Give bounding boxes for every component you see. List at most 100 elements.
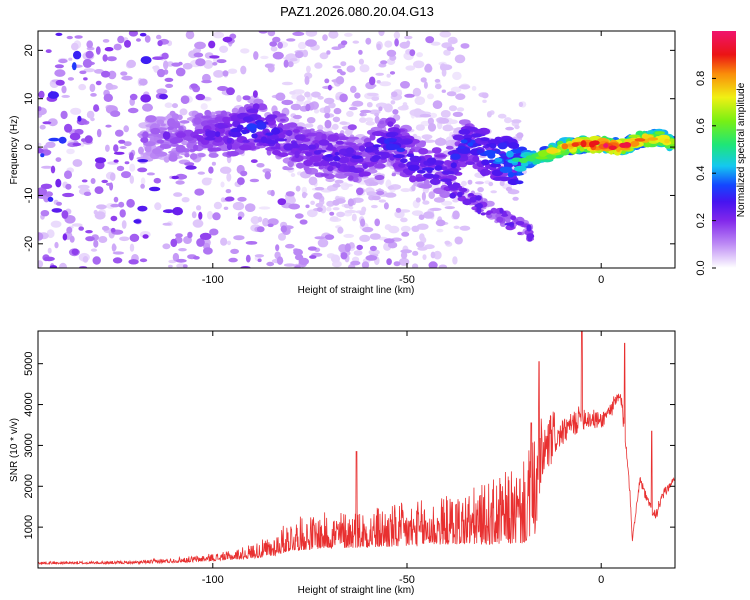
spectrogram-blob [514, 165, 527, 172]
spectrogram-blob [422, 173, 435, 179]
spectrogram-blob [441, 170, 455, 175]
spectrogram-blob [264, 63, 273, 69]
spectrogram-blob [90, 93, 97, 97]
spectrogram-blob [244, 203, 256, 213]
spectrogram-blob [294, 213, 304, 219]
spectrogram-blob [213, 201, 222, 210]
spectrogram-blob [59, 262, 67, 268]
spectrogram-blob [299, 219, 308, 225]
spectrogram-blob [222, 116, 231, 123]
spectrogram-blob [138, 78, 148, 86]
spectrogram-blob [96, 204, 107, 210]
spectrogram-blob [415, 197, 421, 203]
spectrogram-blob [198, 211, 203, 220]
spectrogram-blob [157, 40, 163, 47]
spectrogram-blob [93, 239, 99, 248]
spectrogram-blob [344, 183, 354, 187]
spectrogram-blob [71, 42, 79, 51]
spectrogram-blob [335, 95, 340, 100]
spectrogram-blob [427, 122, 437, 132]
spectrogram-blob [39, 124, 46, 130]
spectrogram-blob [303, 159, 314, 167]
spectrogram-blob [128, 259, 139, 265]
spectrogram-blob [113, 151, 125, 155]
spectrogram-blob [400, 225, 411, 233]
spectrogram-y-tick-label: 0 [23, 144, 35, 150]
spectrogram-blob [207, 210, 213, 220]
spectrogram-blob [212, 62, 218, 66]
spectrogram-blob [288, 203, 301, 210]
spectrogram-blob [156, 88, 168, 95]
spectrogram-blob [436, 228, 444, 233]
spectrogram-blob [83, 77, 88, 81]
spectrogram-blob [289, 58, 298, 62]
spectrogram-blob [101, 179, 108, 184]
spectrogram-blob [313, 192, 323, 200]
spectrogram-blob [126, 198, 135, 208]
spectrogram-blob [369, 76, 376, 86]
snr-series-line [38, 331, 675, 566]
spectrogram-blob [242, 116, 254, 123]
spectrogram-blob [452, 182, 460, 189]
spectrogram-blob [201, 115, 211, 119]
spectrogram-blob [470, 133, 482, 138]
spectrogram-blob [164, 77, 174, 82]
spectrogram-blob [220, 237, 228, 246]
spectrogram-blob [423, 139, 436, 143]
spectrogram-blob [324, 112, 331, 119]
spectrogram-blob [499, 180, 505, 187]
spectrogram-blob [129, 233, 140, 242]
spectrogram-blob [90, 117, 95, 122]
spectrogram-blob [418, 214, 425, 220]
spectrogram-blob [110, 227, 116, 233]
spectrogram-blob [224, 196, 235, 202]
spectrogram-blob [250, 216, 260, 225]
spectrogram-blob [340, 40, 348, 46]
spectrogram-blob [305, 204, 310, 209]
spectrogram-blob [86, 40, 93, 49]
spectrogram-blob [203, 247, 213, 255]
spectrogram-blob [66, 35, 73, 40]
spectrogram-blob [283, 143, 294, 151]
spectrogram-blob [249, 178, 260, 183]
spectrogram-blob [295, 126, 304, 130]
spectrogram-blob [38, 187, 47, 197]
spectrogram-blob [105, 82, 114, 91]
spectrogram-blob [440, 64, 453, 71]
spectrogram-blob [394, 38, 399, 47]
spectrogram-blob [475, 181, 484, 185]
spectrogram-blob [85, 50, 94, 59]
spectrogram-blob [504, 117, 512, 124]
spectrogram-blob [364, 147, 375, 153]
spectrogram-blob [383, 103, 393, 113]
spectrogram-blob [400, 249, 413, 254]
spectrogram-blob [117, 35, 125, 44]
spectrogram-blob [455, 93, 466, 100]
spectrogram-blob [350, 260, 361, 266]
spectrogram-blob [50, 220, 62, 228]
spectrogram-blob [152, 148, 162, 155]
spectrogram-blob [561, 143, 569, 150]
spectrogram-blob [517, 231, 522, 236]
spectrogram-blob [311, 91, 321, 98]
spectrogram-blob [416, 241, 425, 248]
spectrogram-blob [425, 36, 435, 44]
spectrogram-blob [505, 126, 514, 131]
spectrogram-blob [310, 200, 315, 205]
spectrogram-blob [446, 46, 455, 51]
spectrogram-blob [66, 148, 75, 155]
spectrogram-blob [178, 248, 187, 252]
spectrogram-blob [507, 142, 520, 149]
spectrogram-blob [110, 215, 118, 222]
spectrogram-blob [254, 254, 265, 258]
spectrogram-blob [345, 142, 357, 146]
spectrogram-blob [458, 85, 471, 89]
spectrogram-blob [50, 165, 56, 174]
spectrogram-blob [404, 35, 413, 40]
spectrogram-blob [344, 32, 353, 37]
spectrogram-blob [295, 51, 304, 59]
spectrogram-blob [418, 148, 429, 155]
spectrogram-blob [378, 31, 385, 37]
spectrogram-blob [40, 210, 50, 217]
spectrogram-blob [339, 71, 346, 76]
